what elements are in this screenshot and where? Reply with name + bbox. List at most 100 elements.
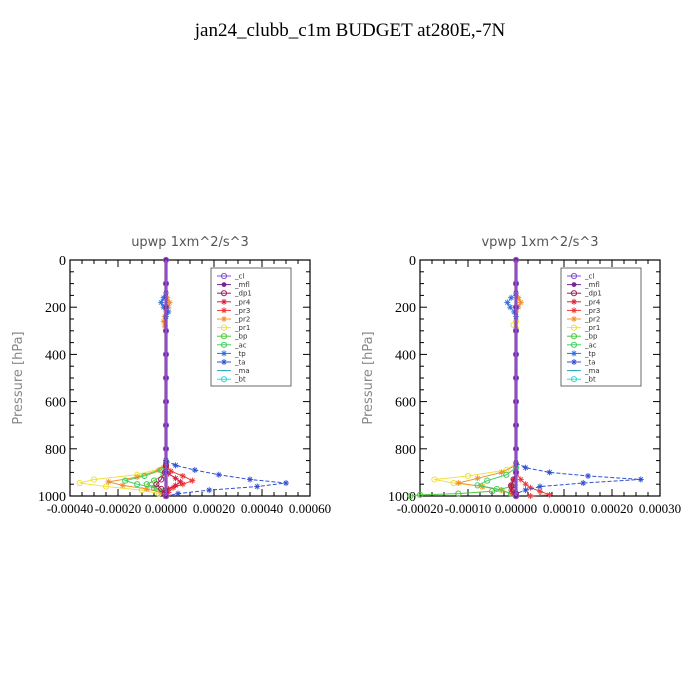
legend-label: _tp — [584, 350, 596, 358]
legend-label: _cl — [584, 273, 594, 281]
y-tick-label: 1000 — [38, 490, 66, 505]
data-point — [191, 467, 198, 474]
legend-label: _pr2 — [584, 316, 600, 324]
data-point — [247, 476, 253, 483]
data-point — [512, 374, 520, 382]
data-point — [162, 422, 170, 429]
data-point — [512, 256, 520, 264]
data-point — [162, 351, 170, 358]
legend-marker — [570, 324, 578, 331]
legend-marker — [221, 282, 227, 287]
data-point — [141, 472, 148, 480]
data-point — [474, 482, 481, 489]
data-point — [138, 487, 146, 494]
data-point — [158, 299, 165, 306]
data-point — [172, 475, 179, 482]
data-point — [189, 477, 196, 484]
legend-label: _ta — [234, 359, 246, 367]
data-point — [580, 480, 587, 487]
data-point — [512, 304, 520, 311]
legend-entry-bp: _bp — [567, 333, 598, 341]
legend-label: _pr3 — [584, 307, 600, 315]
legend-marker — [571, 316, 577, 322]
data-point — [162, 304, 170, 311]
legend-marker — [571, 298, 577, 305]
x-tick-label: -0.00020 — [397, 501, 444, 516]
data-point — [162, 445, 170, 452]
legend-label: _pr3 — [234, 307, 250, 315]
legend-marker — [570, 376, 578, 383]
data-point — [512, 351, 520, 358]
data-point — [162, 374, 170, 382]
legend-label: _mfl — [234, 281, 250, 289]
data-point — [455, 480, 462, 487]
data-point — [158, 485, 165, 493]
data-point — [167, 468, 174, 475]
legend-box — [210, 267, 292, 387]
data-point — [162, 492, 170, 500]
data-point — [119, 482, 126, 489]
data-point — [105, 478, 112, 485]
data-point — [407, 492, 414, 500]
legend-marker — [220, 333, 228, 340]
data-point — [143, 481, 150, 488]
data-point — [143, 485, 150, 492]
legend-marker — [570, 290, 578, 297]
y-tick-label: 600 — [45, 396, 66, 411]
legend-marker — [220, 341, 228, 348]
legend-label: _ac — [584, 341, 597, 349]
x-tick-label: 0.00060 — [289, 501, 331, 516]
data-point — [508, 482, 515, 489]
legend-label: _bt — [584, 376, 596, 384]
data-point — [493, 485, 500, 493]
data-point — [254, 483, 261, 490]
data-point — [515, 294, 522, 301]
data-point — [215, 471, 222, 478]
y-tick-label: 800 — [395, 443, 416, 458]
legend-label: _dp1 — [584, 290, 602, 298]
legend-marker — [221, 307, 227, 314]
legend-entry-pr3: _pr3 — [567, 307, 600, 315]
legend-label: _ma — [234, 367, 250, 375]
data-point — [153, 481, 160, 488]
legend-box — [560, 267, 642, 387]
legend-marker — [571, 350, 577, 357]
y-tick-label: 200 — [45, 301, 66, 316]
series-line — [410, 486, 512, 497]
data-point — [165, 308, 172, 315]
data-point — [158, 476, 165, 483]
data-point — [474, 475, 481, 482]
y-axis-label: Pressure [hPa] — [11, 331, 26, 424]
data-point — [512, 445, 520, 452]
legend-label: _pr1 — [584, 324, 600, 332]
data-point — [122, 477, 129, 484]
data-point — [160, 318, 167, 325]
legend-marker — [571, 307, 577, 314]
legend-marker — [221, 359, 227, 365]
data-point — [134, 481, 141, 488]
x-tick-label: -0.00010 — [445, 501, 492, 516]
legend-label: _pr2 — [234, 316, 250, 324]
data-point — [512, 422, 520, 429]
data-point — [527, 493, 534, 499]
data-point — [416, 491, 424, 498]
legend-entry-pr4: _pr4 — [217, 298, 251, 306]
data-point — [522, 487, 529, 494]
legend-label: _pr1 — [234, 324, 250, 332]
data-point — [206, 487, 213, 494]
legend-entry-cl: _cl — [217, 273, 244, 281]
legend-entry-bt: _bt — [217, 376, 246, 384]
data-point — [172, 462, 179, 469]
legend-marker — [221, 298, 227, 305]
data-point — [170, 484, 177, 491]
legend-entry-ac: _ac — [217, 341, 247, 349]
data-point — [512, 327, 520, 334]
data-point — [179, 481, 186, 488]
series-cl — [162, 256, 170, 500]
legend-entry-mfl: _mfl — [567, 281, 600, 289]
legend-marker — [570, 272, 578, 280]
y-axis-label: Pressure [hPa] — [361, 331, 376, 424]
legend-label: _ta — [584, 359, 596, 367]
x-tick-label: 0.00020 — [591, 501, 633, 516]
